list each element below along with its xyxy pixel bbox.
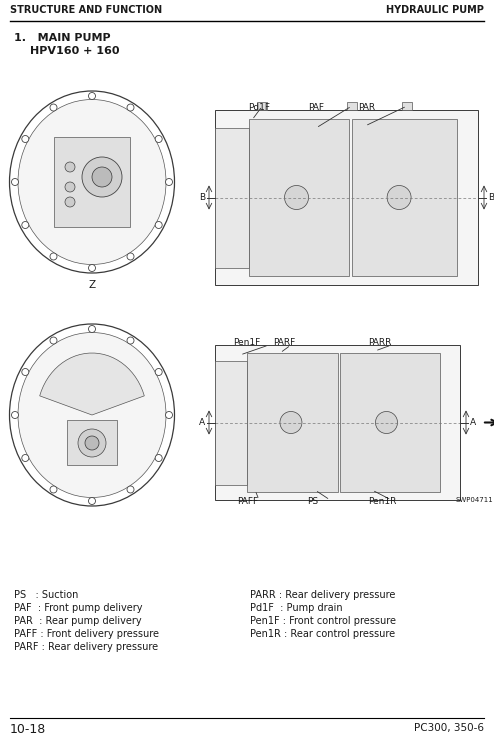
Circle shape	[165, 412, 172, 418]
Text: Pen1F : Front control pressure: Pen1F : Front control pressure	[250, 616, 396, 626]
Ellipse shape	[18, 99, 166, 265]
Text: Pd1F: Pd1F	[248, 103, 270, 112]
Text: PC300, 350-6: PC300, 350-6	[414, 723, 484, 733]
Circle shape	[88, 93, 95, 99]
Ellipse shape	[9, 91, 174, 273]
Circle shape	[50, 337, 57, 344]
Text: Pen1R: Pen1R	[368, 497, 396, 506]
Circle shape	[88, 326, 95, 332]
Bar	[352, 119, 457, 276]
Circle shape	[22, 368, 29, 376]
Circle shape	[127, 104, 134, 111]
Bar	[347, 102, 357, 110]
Bar	[215, 127, 249, 268]
Text: Pen1F: Pen1F	[233, 338, 260, 347]
Circle shape	[50, 104, 57, 111]
Text: PARR: PARR	[368, 338, 391, 347]
Text: A: A	[199, 418, 205, 427]
Circle shape	[65, 182, 75, 192]
Text: B: B	[199, 193, 205, 202]
Circle shape	[285, 185, 309, 209]
Circle shape	[50, 486, 57, 493]
Text: STRUCTURE AND FUNCTION: STRUCTURE AND FUNCTION	[10, 5, 162, 15]
Circle shape	[22, 221, 29, 229]
Ellipse shape	[9, 324, 174, 506]
Ellipse shape	[18, 332, 166, 498]
Text: PARF: PARF	[273, 338, 295, 347]
Bar	[257, 102, 267, 110]
Circle shape	[155, 368, 162, 376]
Text: B: B	[488, 193, 494, 202]
Circle shape	[50, 253, 57, 260]
Text: 1.   MAIN PUMP: 1. MAIN PUMP	[14, 33, 111, 43]
Bar	[215, 360, 247, 484]
Circle shape	[65, 162, 75, 172]
Text: PAF: PAF	[308, 103, 324, 112]
Text: SWP04711: SWP04711	[455, 497, 493, 503]
Circle shape	[78, 429, 106, 457]
Text: PS: PS	[307, 497, 319, 506]
Polygon shape	[40, 353, 144, 415]
Circle shape	[155, 454, 162, 462]
Circle shape	[387, 185, 411, 209]
Text: 10-18: 10-18	[10, 723, 46, 735]
Circle shape	[11, 179, 18, 185]
Circle shape	[85, 436, 99, 450]
Circle shape	[155, 135, 162, 143]
Text: PARF : Rear delivery pressure: PARF : Rear delivery pressure	[14, 642, 158, 652]
Text: PAR: PAR	[358, 103, 375, 112]
Circle shape	[280, 412, 302, 434]
Text: A: A	[470, 418, 476, 427]
Bar	[54, 137, 130, 227]
Bar	[67, 420, 117, 465]
Text: Z: Z	[88, 280, 95, 290]
Circle shape	[92, 167, 112, 187]
Text: PAFF : Front delivery pressure: PAFF : Front delivery pressure	[14, 629, 159, 639]
Text: Pen1R : Rear control pressure: Pen1R : Rear control pressure	[250, 629, 395, 639]
Text: HYDRAULIC PUMP: HYDRAULIC PUMP	[386, 5, 484, 15]
Text: PAF  : Front pump delivery: PAF : Front pump delivery	[14, 603, 142, 613]
Circle shape	[11, 412, 18, 418]
Circle shape	[88, 498, 95, 504]
Circle shape	[127, 337, 134, 344]
Bar	[215, 345, 460, 500]
Circle shape	[22, 135, 29, 143]
Bar	[247, 353, 337, 492]
Text: PARR : Rear delivery pressure: PARR : Rear delivery pressure	[250, 590, 395, 600]
Text: PS   : Suction: PS : Suction	[14, 590, 79, 600]
Circle shape	[22, 454, 29, 462]
Circle shape	[65, 197, 75, 207]
Text: Pd1F  : Pump drain: Pd1F : Pump drain	[250, 603, 343, 613]
Circle shape	[375, 412, 398, 434]
Circle shape	[127, 253, 134, 260]
Circle shape	[155, 221, 162, 229]
Circle shape	[127, 486, 134, 493]
Text: PAFF: PAFF	[238, 497, 258, 506]
Bar	[249, 119, 349, 276]
Text: HPV160 + 160: HPV160 + 160	[30, 46, 120, 56]
Circle shape	[88, 265, 95, 271]
Bar	[215, 110, 478, 285]
Bar	[402, 102, 412, 110]
Circle shape	[82, 157, 122, 197]
Circle shape	[165, 179, 172, 185]
Text: PAR  : Rear pump delivery: PAR : Rear pump delivery	[14, 616, 142, 626]
Bar	[340, 353, 440, 492]
